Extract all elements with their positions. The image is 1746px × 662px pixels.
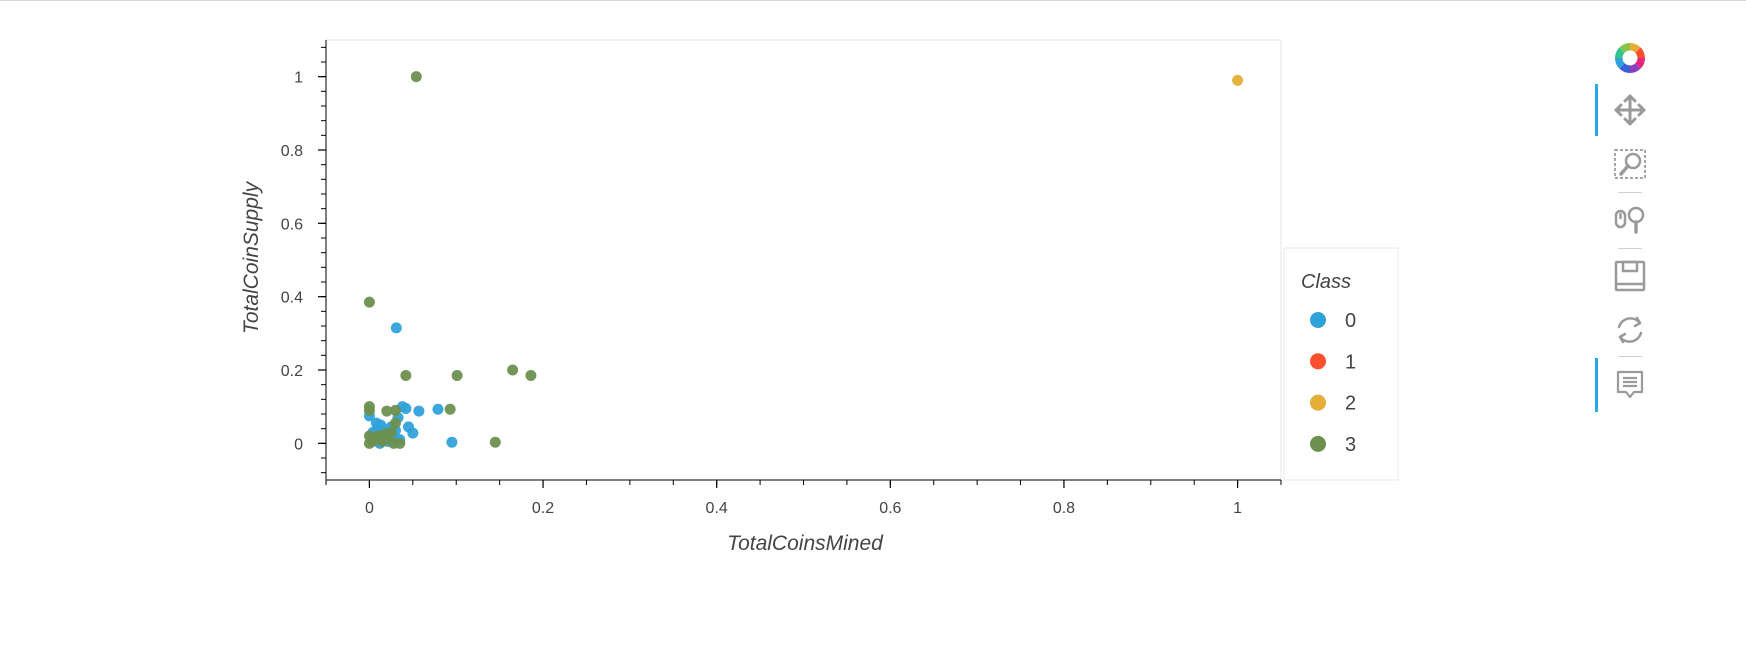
- toolbar-separator: [1618, 248, 1642, 249]
- data-point-class-3: [388, 437, 400, 449]
- y-tick-label: 0.2: [281, 363, 303, 380]
- data-point-class-3: [366, 436, 378, 447]
- data-point-class-0: [432, 403, 444, 415]
- axes: 0 0.2 0.4 0.6 0.8 1 0 0.2 0.4 0.6 0.8 1: [281, 40, 1282, 517]
- legend-label: 1: [1345, 351, 1356, 373]
- bokeh-logo-icon[interactable]: [1610, 38, 1650, 78]
- legend-marker: [1310, 435, 1326, 452]
- legend-label: 3: [1345, 434, 1356, 456]
- y-tick-label: 0.4: [281, 290, 303, 307]
- x-tick-label: 0.8: [1053, 500, 1075, 517]
- data-point-class-3: [389, 417, 401, 429]
- data-point-class-3: [379, 428, 391, 440]
- legend-marker: [1310, 394, 1326, 411]
- top-divider: [0, 0, 1746, 1]
- save-icon[interactable]: [1610, 256, 1650, 296]
- data-point-class-3: [400, 370, 412, 381]
- y-tick-label: 0: [294, 436, 303, 453]
- data-point-class-3: [444, 403, 456, 415]
- legend-label: 0: [1345, 310, 1356, 332]
- data-point-class-3: [381, 405, 393, 417]
- data-point-class-3: [507, 364, 519, 376]
- y-tick-label: 0.6: [281, 216, 303, 233]
- plot-frame: [325, 39, 1282, 481]
- legend-label: 2: [1345, 393, 1356, 415]
- y-axis-label: TotalCoinSupply: [240, 180, 263, 334]
- legend-marker: [1310, 312, 1326, 328]
- legend-title: Class: [1301, 271, 1351, 293]
- x-tick-label: 0.2: [532, 500, 554, 517]
- toolbar-separator: [1618, 356, 1642, 357]
- data-point-class-0: [446, 436, 458, 448]
- legend-marker: [1310, 353, 1326, 370]
- y-tick-label: 0.8: [281, 143, 303, 160]
- x-tick-label: 0: [365, 500, 374, 517]
- data-point-class-3: [389, 404, 401, 416]
- scatter-chart[interactable]: 0 0.2 0.4 0.6 0.8 1 0 0.2 0.4 0.6 0.8 1 TotalCoinsM…: [0, 0, 1580, 662]
- hover-active-indicator: [1595, 358, 1598, 412]
- x-tick-label: 0.6: [879, 500, 901, 517]
- box-zoom-icon[interactable]: [1610, 144, 1650, 184]
- legend: Class 0 1 2 3: [1283, 247, 1399, 481]
- data-point-class-3: [451, 370, 463, 381]
- pan-icon[interactable]: [1610, 90, 1650, 130]
- data-point-class-3: [410, 71, 422, 83]
- toolbar: [1590, 38, 1662, 478]
- data-point-class-2: [1232, 74, 1244, 86]
- toolbar-separator: [1618, 192, 1642, 193]
- data-point-class-0: [400, 403, 412, 414]
- data-point-class-0: [413, 405, 425, 417]
- data-point-class-3: [363, 404, 375, 416]
- y-tick-label: 1: [294, 70, 303, 87]
- data-point-class-0: [407, 427, 419, 439]
- wheel-zoom-icon[interactable]: [1610, 200, 1650, 240]
- reset-icon[interactable]: [1610, 310, 1650, 350]
- data-point-class-3: [363, 296, 375, 308]
- x-axis-label: TotalCoinsMined: [727, 532, 884, 555]
- x-tick-label: 1: [1233, 500, 1242, 517]
- data-point-class-3: [525, 370, 537, 381]
- data-point-class-3: [489, 436, 501, 448]
- hover-icon[interactable]: [1610, 364, 1650, 404]
- x-tick-label: 0.4: [706, 500, 728, 517]
- pan-active-indicator: [1595, 84, 1598, 136]
- data-point-class-0: [390, 322, 402, 334]
- data-points: [363, 71, 1244, 449]
- legend-box: [1283, 247, 1399, 481]
